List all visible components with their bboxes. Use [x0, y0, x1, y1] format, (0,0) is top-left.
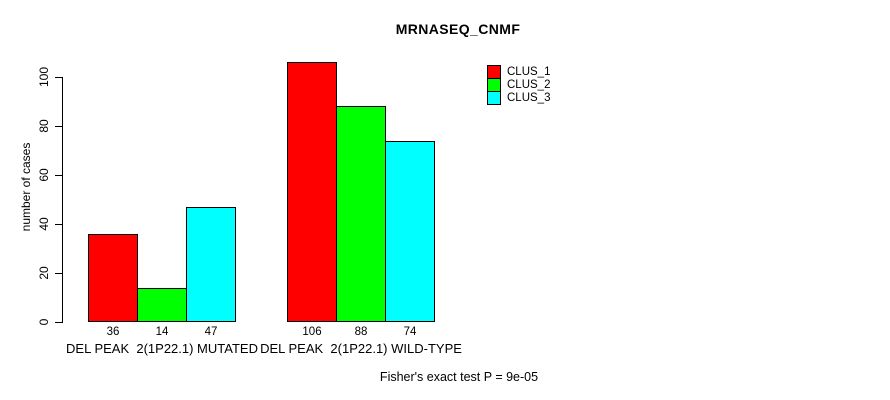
legend-item: CLUS_2: [487, 78, 551, 93]
x-category-label: DEL PEAK 2(1P22.1) MUTATED: [66, 341, 258, 356]
y-tick-label: 100: [37, 66, 51, 88]
legend-item: CLUS_1: [487, 64, 551, 79]
y-axis-label: number of cases: [19, 142, 33, 232]
y-tick-label: 80: [37, 119, 51, 133]
y-tick-label: 20: [37, 266, 51, 280]
y-tick-label: 60: [37, 168, 51, 182]
y-axis-line: [62, 77, 63, 323]
legend-item-label: CLUS_1: [507, 65, 551, 78]
y-tick: [55, 224, 62, 225]
legend-swatch-clus_3: [487, 91, 501, 106]
bar-value-label: 47: [204, 326, 218, 338]
bar-clus_2-group2: [336, 106, 386, 322]
bar-clus_3-group1: [186, 207, 236, 322]
y-tick: [55, 322, 62, 323]
bar-clus_1-group2: [287, 62, 337, 322]
annotation-text: Fisher's exact test P = 9e-05: [379, 370, 539, 384]
bar-value-label: 74: [403, 326, 417, 338]
legend-item-label: CLUS_2: [507, 79, 551, 92]
y-tick: [55, 273, 62, 274]
y-tick-label: 0: [37, 318, 51, 326]
bar-value-label: 14: [155, 326, 169, 338]
y-tick: [55, 77, 62, 78]
legend-item: CLUS_3: [487, 91, 551, 106]
legend-item-label: CLUS_3: [507, 92, 551, 105]
y-tick-label: 40: [37, 217, 51, 231]
bar-value-label: 36: [106, 326, 120, 338]
bar-value-label: 88: [354, 326, 368, 338]
x-category-label: DEL PEAK 2(1P22.1) WILD-TYPE: [260, 341, 462, 356]
bar-value-label: 106: [302, 326, 322, 338]
y-tick: [55, 175, 62, 176]
legend: CLUS_1 CLUS_2 CLUS_3: [487, 64, 551, 106]
bar-clus_2-group1: [137, 288, 187, 322]
legend-swatch-clus_2: [487, 78, 501, 93]
bar-clus_1-group1: [88, 234, 138, 322]
y-tick: [55, 126, 62, 127]
chart-title: MRNASEQ_CNMF: [395, 21, 521, 37]
bar-clus_3-group2: [385, 141, 435, 322]
legend-swatch-clus_1: [487, 64, 501, 79]
